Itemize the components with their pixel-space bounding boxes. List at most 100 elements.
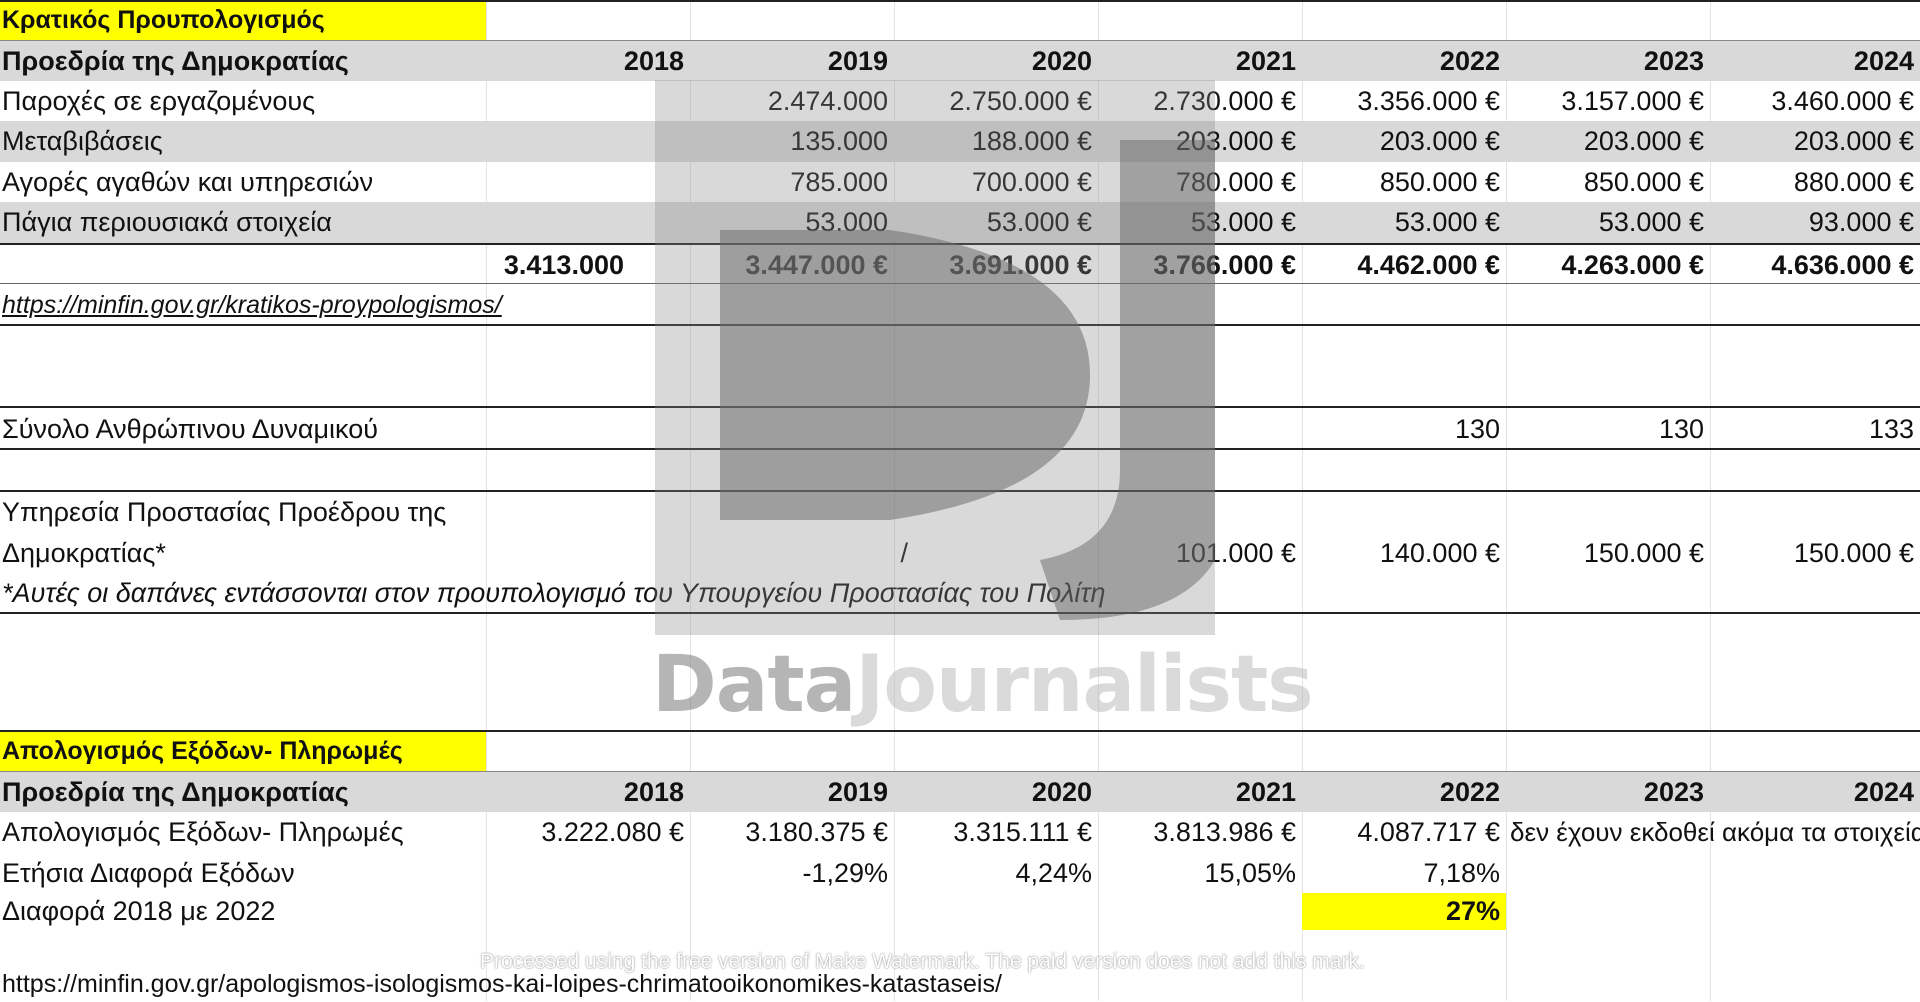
column-divider <box>1302 0 1303 1001</box>
column-divider <box>1710 0 1711 1001</box>
row-value-2021[interactable]: 780.000 € <box>1175 167 1296 197</box>
row-value-2021[interactable]: 53.000 € <box>1190 207 1296 237</box>
budget-total-row: 3.413.000 3.447.000 € 3.691.000 € 3.766.… <box>0 245 1920 283</box>
column-divider <box>486 0 487 1001</box>
staff-2023[interactable]: 130 <box>1658 414 1704 444</box>
row-label[interactable]: Αγορές αγαθών και υπηρεσιών <box>2 167 374 197</box>
column-divider <box>1098 0 1099 1001</box>
budget-source-link[interactable]: https://minfin.gov.gr/kratikos-proypolog… <box>2 291 502 319</box>
budget-title-row: Κρατικός Προυπολογισμός <box>0 0 1920 40</box>
total-2022[interactable]: 4.462.000 € <box>1357 250 1500 280</box>
budget-row: Αγορές αγαθών και υπηρεσιών 785.000 700.… <box>0 162 1920 202</box>
total-2019[interactable]: 3.447.000 € <box>745 250 888 280</box>
accounts-year-2018[interactable]: 2018 <box>623 777 684 807</box>
budget-row: Πάγια περιουσιακά στοιχεία 53.000 53.000… <box>0 202 1920 243</box>
staff-row: Σύνολο Ανθρώπινου Δυναμικού 130 130 133 <box>0 409 1920 449</box>
accounts-title[interactable]: Απολογισμός Εξόδων- Πληρωμές <box>0 732 486 771</box>
row-value-2023[interactable]: 203.000 € <box>1583 126 1704 156</box>
row-value-2024[interactable]: 880.000 € <box>1793 167 1914 197</box>
accounts-year-2023[interactable]: 2023 <box>1643 777 1704 807</box>
payments-2019[interactable]: 3.180.375 € <box>745 817 888 847</box>
header-year-2018[interactable]: 2018 <box>623 46 684 76</box>
diff-2018-2022-value[interactable]: 27% <box>1302 893 1506 930</box>
protection-2024[interactable]: 150.000 € <box>1793 538 1914 568</box>
protection-row-line2: Δημοκρατίας* / 101.000 € 140.000 € 150.0… <box>0 533 1920 573</box>
protection-footnote[interactable]: *Αυτές οι δαπάνες εντάσσονται στον προυπ… <box>2 578 1106 608</box>
row-value-2024[interactable]: 203.000 € <box>1793 126 1914 156</box>
row-value-2023[interactable]: 850.000 € <box>1583 167 1704 197</box>
header-year-2019[interactable]: 2019 <box>827 46 888 76</box>
staff-label[interactable]: Σύνολο Ανθρώπινου Δυναμικού <box>2 414 379 444</box>
total-2020[interactable]: 3.691.000 € <box>949 250 1092 280</box>
budget-row: Μεταβιβάσεις 135.000 188.000 € 203.000 €… <box>0 121 1920 162</box>
row-value-2022[interactable]: 850.000 € <box>1379 167 1500 197</box>
accounts-source-link[interactable]: https://minfin.gov.gr/apologismos-isolog… <box>2 970 1002 998</box>
payments-label[interactable]: Απολογισμός Εξόδων- Πληρωμές <box>2 817 404 847</box>
budget-row: Παροχές σε εργαζομένους 2.474.000 2.750.… <box>0 81 1920 121</box>
accounts-year-2020[interactable]: 2020 <box>1031 777 1092 807</box>
payments-note[interactable]: δεν έχουν εκδοθεί ακόμα τα στοιχεία <box>1510 817 1920 847</box>
total-2023[interactable]: 4.263.000 € <box>1561 250 1704 280</box>
total-2021[interactable]: 3.766.000 € <box>1153 250 1296 280</box>
row-value-2020[interactable]: 2.750.000 € <box>949 86 1092 116</box>
annual-diff-2022[interactable]: 7,18% <box>1423 858 1500 888</box>
protection-2021[interactable]: 101.000 € <box>1175 538 1296 568</box>
annual-diff-2020[interactable]: 4,24% <box>1015 858 1092 888</box>
payments-2018[interactable]: 3.222.080 € <box>541 817 684 847</box>
row-value-2024[interactable]: 93.000 € <box>1808 207 1914 237</box>
row-label[interactable]: Παροχές σε εργαζομένους <box>2 86 316 116</box>
protection-2023[interactable]: 150.000 € <box>1583 538 1704 568</box>
accounts-header-row: Προεδρία της Δημοκρατίας 2018 2019 2020 … <box>0 772 1920 812</box>
row-value-2019[interactable]: 2.474.000 <box>767 86 888 116</box>
protection-label-line1[interactable]: Υπηρεσία Προστασίας Προέδρου της <box>2 497 447 527</box>
total-2018[interactable]: 3.413.000 <box>503 250 624 280</box>
row-value-2021[interactable]: 2.730.000 € <box>1153 86 1296 116</box>
row-value-2020[interactable]: 700.000 € <box>971 167 1092 197</box>
protection-2020[interactable]: / <box>900 538 908 568</box>
budget-title[interactable]: Κρατικός Προυπολογισμός <box>0 0 486 40</box>
annual-diff-2019[interactable]: -1,29% <box>802 858 888 888</box>
accounts-year-2022[interactable]: 2022 <box>1439 777 1500 807</box>
protection-2022[interactable]: 140.000 € <box>1379 538 1500 568</box>
row-value-2019[interactable]: 135.000 <box>790 126 888 156</box>
row-value-2020[interactable]: 188.000 € <box>971 126 1092 156</box>
row-label[interactable]: Πάγια περιουσιακά στοιχεία <box>2 207 332 237</box>
staff-2022[interactable]: 130 <box>1454 414 1500 444</box>
header-year-2024[interactable]: 2024 <box>1853 46 1914 76</box>
payments-row: Απολογισμός Εξόδων- Πληρωμές 3.222.080 €… <box>0 812 1920 853</box>
accounts-header-label[interactable]: Προεδρία της Δημοκρατίας <box>2 777 349 807</box>
annual-diff-2021[interactable]: 15,05% <box>1204 858 1296 888</box>
column-divider <box>690 0 691 1001</box>
header-label[interactable]: Προεδρία της Δημοκρατίας <box>2 46 349 76</box>
diff-2018-2022-label[interactable]: Διαφορά 2018 με 2022 <box>2 896 276 926</box>
row-value-2021[interactable]: 203.000 € <box>1175 126 1296 156</box>
annual-diff-label[interactable]: Ετήσια Διαφορά Εξόδων <box>2 858 295 888</box>
row-value-2022[interactable]: 203.000 € <box>1379 126 1500 156</box>
staff-2024[interactable]: 133 <box>1868 414 1914 444</box>
header-year-2021[interactable]: 2021 <box>1235 46 1296 76</box>
column-divider <box>1506 0 1507 1001</box>
payments-2022[interactable]: 4.087.717 € <box>1357 817 1500 847</box>
header-year-2022[interactable]: 2022 <box>1439 46 1500 76</box>
payments-2020[interactable]: 3.315.111 € <box>953 817 1092 847</box>
row-value-2022[interactable]: 53.000 € <box>1394 207 1500 237</box>
row-value-2019[interactable]: 53.000 <box>805 207 888 237</box>
protection-label-line2[interactable]: Δημοκρατίας* <box>2 538 166 568</box>
row-value-2024[interactable]: 3.460.000 € <box>1771 86 1914 116</box>
accounts-source-row: https://minfin.gov.gr/apologismos-isolog… <box>0 966 1920 1002</box>
header-year-2020[interactable]: 2020 <box>1031 46 1092 76</box>
total-2024[interactable]: 4.636.000 € <box>1771 250 1914 280</box>
budget-header-row: Προεδρία της Δημοκρατίας 2018 2019 2020 … <box>0 41 1920 81</box>
accounts-year-2019[interactable]: 2019 <box>827 777 888 807</box>
accounts-year-2024[interactable]: 2024 <box>1853 777 1914 807</box>
protection-footnote-row: *Αυτές οι δαπάνες εντάσσονται στον προυπ… <box>0 573 1920 613</box>
row-label[interactable]: Μεταβιβάσεις <box>2 126 163 156</box>
payments-2021[interactable]: 3.813.986 € <box>1153 817 1296 847</box>
row-value-2022[interactable]: 3.356.000 € <box>1357 86 1500 116</box>
accounts-year-2021[interactable]: 2021 <box>1235 777 1296 807</box>
header-year-2023[interactable]: 2023 <box>1643 46 1704 76</box>
row-value-2023[interactable]: 3.157.000 € <box>1561 86 1704 116</box>
row-value-2020[interactable]: 53.000 € <box>986 207 1092 237</box>
row-value-2019[interactable]: 785.000 <box>790 167 888 197</box>
row-value-2023[interactable]: 53.000 € <box>1598 207 1704 237</box>
